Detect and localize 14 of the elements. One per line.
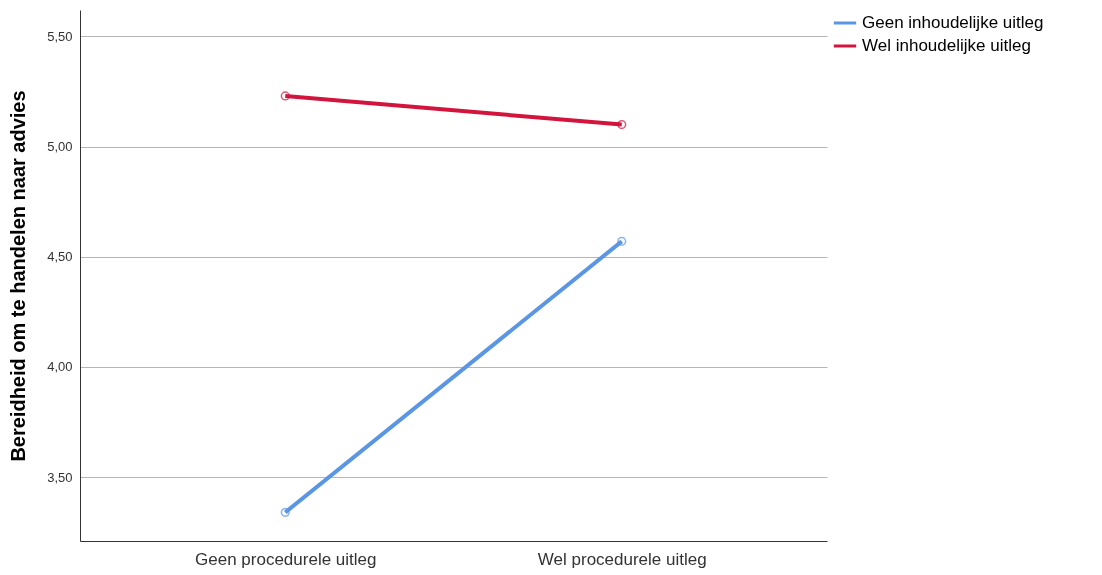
point: [617, 236, 627, 246]
point: [280, 91, 290, 101]
legend-label: Geen inhoudelijke uitleg: [862, 13, 1044, 32]
y-tick-label: 4,50: [47, 249, 73, 265]
y-tick-label: 3,50: [47, 469, 73, 485]
y-tick-label: 5,00: [47, 139, 73, 155]
legend-label: Wel inhoudelijke uitleg: [862, 36, 1031, 55]
x-tick-label: Geen procedurele uitleg: [195, 549, 377, 569]
y-tick-label: 4,00: [47, 359, 73, 375]
point: [617, 119, 627, 130]
point: [280, 507, 290, 517]
y-axis-title: Bereidheid om te handelen naar advies: [7, 90, 30, 462]
x-tick-label: Wel procedurele uitleg: [537, 549, 707, 569]
y-tick-label: 5,50: [47, 28, 73, 44]
